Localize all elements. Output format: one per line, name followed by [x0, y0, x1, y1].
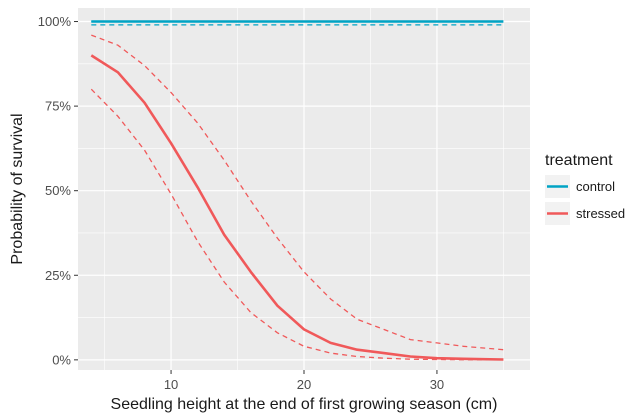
x-tick-label: 10 [164, 377, 178, 392]
legend-title: treatment [545, 152, 613, 169]
legend: treatment control stressed [545, 152, 625, 225]
y-tick-label: 0% [52, 352, 71, 367]
legend-label: stressed [576, 206, 625, 221]
grid [78, 8, 530, 370]
stressed-series-line [90, 54, 504, 361]
stressed-upper-bound [91, 34, 504, 351]
y-tick-label: 75% [45, 99, 71, 114]
y-tick-label: 25% [45, 268, 71, 283]
legend-label: control [576, 179, 615, 194]
series-layer [90, 20, 504, 361]
y-tick-label: 100% [38, 14, 72, 29]
x-axis-title: Seedling height at the end of first grow… [111, 396, 498, 413]
legend-item-stressed: stressed [545, 202, 625, 225]
legend-items: control stressed [545, 175, 625, 225]
y-tick-label: 50% [45, 183, 71, 198]
stressed-lower-bound [90, 88, 504, 361]
y-axis-title: Probability of survival [9, 113, 26, 264]
x-tick-label: 20 [297, 377, 311, 392]
x-tick-label: 30 [430, 377, 444, 392]
axis-ticks: 0% 25% 50% 75% 100% 10 20 30 [38, 14, 444, 392]
legend-item-control: control [545, 175, 615, 198]
